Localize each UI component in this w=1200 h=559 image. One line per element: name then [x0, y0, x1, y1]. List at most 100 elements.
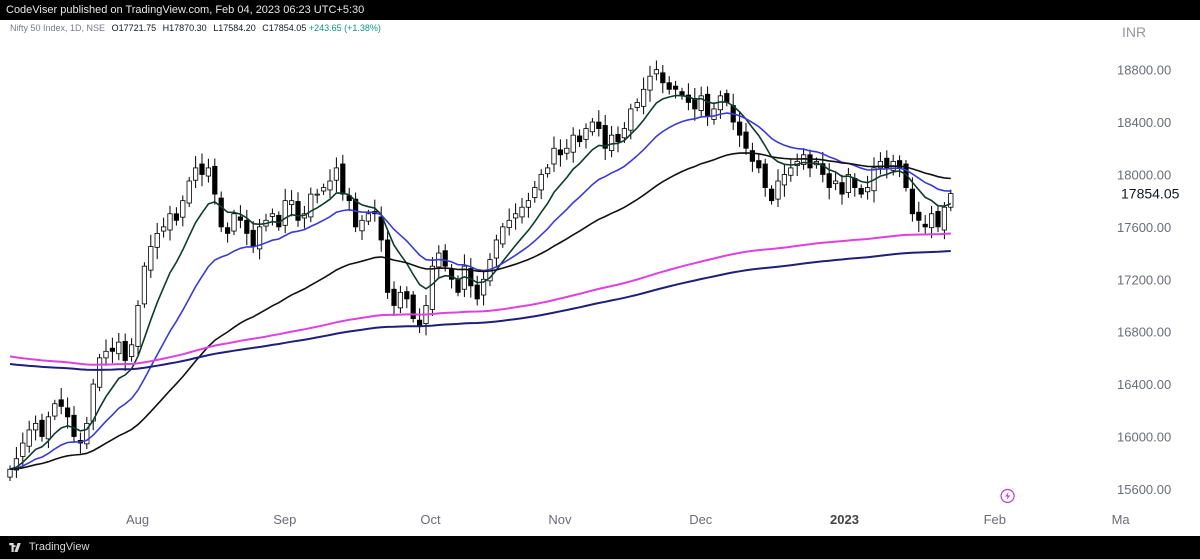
candle-body [333, 167, 340, 181]
candle-body [474, 284, 480, 300]
candle-body [641, 88, 647, 107]
candle-body [948, 193, 954, 208]
candle-body [397, 291, 404, 309]
candle-body [154, 233, 160, 248]
candle-body [109, 347, 115, 352]
symbol-name: Nifty 50 Index, 1D, NSE [10, 23, 106, 33]
candle-body [90, 383, 96, 422]
candle-body [858, 187, 864, 195]
x-tick-label: Sep [273, 512, 296, 527]
candle-body [84, 422, 90, 445]
candle-body [602, 125, 608, 149]
candle-body [71, 414, 77, 437]
candle-body [52, 403, 58, 417]
candle-body [525, 200, 532, 208]
candle-body [288, 200, 295, 205]
candle-body [180, 200, 186, 218]
publish-header: CodeViser published on TradingView.com, … [0, 0, 1200, 20]
candle-body [506, 219, 512, 229]
candle-body [609, 134, 615, 152]
candle-body [743, 131, 749, 149]
candle-body [97, 357, 103, 388]
candle-body [916, 211, 922, 221]
candle-body [218, 197, 224, 228]
y-tick-label: 17200.00 [1117, 272, 1171, 287]
candle-body [167, 213, 173, 231]
y-tick-label: 18000.00 [1117, 167, 1171, 182]
candle-body [577, 135, 583, 143]
candle-body [327, 180, 333, 191]
y-tick-label: 16400.00 [1117, 377, 1171, 392]
candle-body [807, 154, 813, 169]
candle-body [224, 227, 231, 234]
candle-body [45, 416, 52, 440]
candle-body [519, 206, 525, 218]
candle-body [941, 206, 948, 231]
candle-body [378, 216, 384, 241]
footer-brand: TradingView [28, 541, 90, 553]
candle-body [141, 265, 147, 305]
candle-body [116, 341, 122, 355]
candle-body [282, 200, 288, 226]
candle-body [448, 268, 455, 280]
candle-body [922, 223, 928, 228]
candle-body [749, 150, 756, 162]
candle-body [756, 160, 762, 169]
candle-body [762, 163, 768, 188]
candle-body [416, 319, 423, 326]
candle-body [199, 163, 205, 175]
candle-body [7, 468, 13, 478]
x-tick-label: 2023 [830, 512, 859, 527]
y-tick-label: 15600.00 [1117, 482, 1171, 497]
candle-body [26, 429, 32, 447]
candle-body [39, 419, 45, 437]
candle-body [737, 121, 743, 136]
candle-body [58, 399, 64, 407]
candle-body [820, 163, 826, 175]
candle-body [256, 226, 263, 250]
ohlc-close: C17854.05 [262, 23, 307, 33]
candle-body [903, 163, 909, 188]
moving-average-line-200 [9, 232, 951, 366]
candle-body [589, 121, 596, 133]
candle-body [877, 160, 884, 169]
candle-body [935, 211, 941, 228]
publish-text: CodeViser published on TradingView.com, … [6, 4, 365, 16]
candle-body [788, 167, 794, 176]
candle-body [455, 278, 461, 293]
price-chart[interactable]: 15600.00 16000.00 16400.00 16800.00 17200.00… [0, 20, 1200, 536]
footer-bar: TradingView [0, 536, 1200, 559]
candle-body [570, 134, 576, 153]
candle-body [705, 93, 711, 116]
x-tick-label: Dec [689, 512, 713, 527]
x-tick-label: Oct [420, 512, 441, 527]
candle-body [538, 174, 544, 191]
candle-body [365, 213, 372, 222]
candle-body [231, 213, 237, 232]
ohlc-high: H17870.30 [162, 23, 207, 33]
candle-body [532, 187, 538, 198]
candle-body [634, 102, 640, 108]
candle-body [698, 95, 704, 111]
candle-body [909, 188, 916, 215]
candle-body [628, 108, 634, 131]
candle-body [295, 201, 301, 221]
candle-body [865, 187, 871, 193]
candle-body [845, 174, 852, 193]
candle-body [468, 268, 474, 287]
candle-body [269, 213, 276, 217]
currency-label[interactable]: INR [1122, 24, 1147, 40]
moving-average-line-50 [9, 152, 951, 470]
chart-panel[interactable]: 15600.00 16000.00 16400.00 16800.00 17200.00… [0, 20, 1200, 536]
y-tick-label: 17600.00 [1117, 220, 1171, 235]
candle-body [775, 180, 781, 200]
y-tick-label: 18800.00 [1117, 63, 1171, 78]
candle-body [429, 265, 436, 310]
candle-body [583, 128, 589, 140]
x-tick-label: Feb [984, 512, 1006, 527]
candle-body [244, 219, 250, 234]
candle-body [122, 340, 128, 361]
candle-body [621, 128, 628, 139]
symbol-legend: Nifty 50 Index, 1D, NSE O17721.75 H17870… [10, 23, 381, 33]
